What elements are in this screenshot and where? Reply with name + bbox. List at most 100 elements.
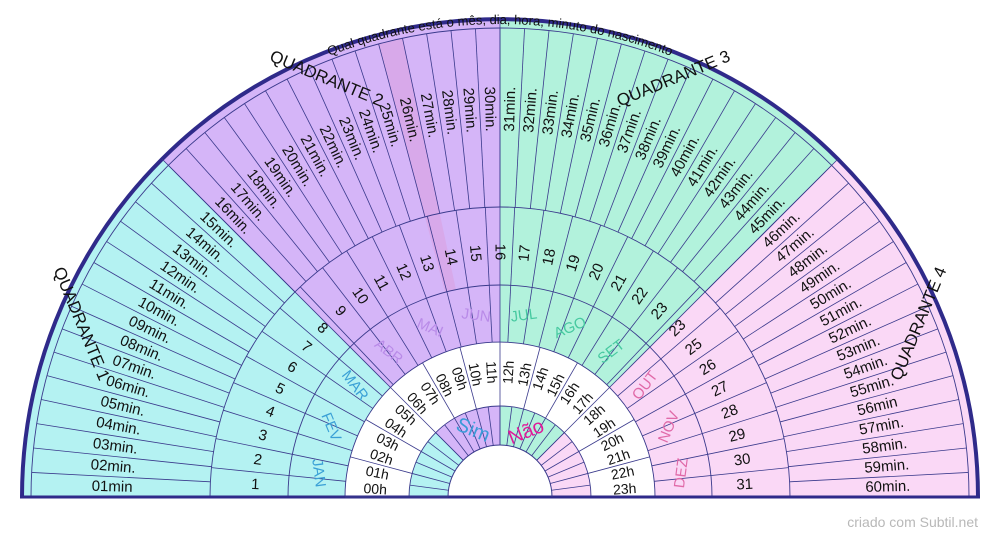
hour-fill-q2: [435, 406, 500, 461]
minute-divider: [783, 399, 959, 438]
minute-label: 59min.: [864, 456, 910, 476]
minute-divider: [93, 262, 250, 353]
hour-cell-divider: [541, 441, 573, 466]
minute-divider: [657, 103, 756, 255]
minute-divider: [53, 351, 225, 408]
month-divider: [459, 347, 477, 410]
hour-label: 14h: [529, 365, 552, 392]
day-divider: [642, 382, 767, 437]
minute-divider: [644, 90, 735, 247]
minute-divider: [244, 103, 343, 255]
day-divider: [581, 250, 654, 366]
minute-divider: [286, 78, 369, 239]
minute-divider: [31, 472, 211, 483]
credit-text: criado com Subtil.net: [847, 514, 978, 530]
minute-divider: [378, 43, 426, 217]
hour-cell-divider: [551, 484, 591, 491]
minute-divider: [758, 283, 919, 366]
month-label: JAN: [308, 458, 329, 488]
minute-label: 02min.: [90, 456, 136, 476]
hour-cell-divider: [415, 461, 453, 478]
minute-divider: [559, 38, 598, 214]
day-divider: [211, 467, 346, 482]
minute-divider: [46, 375, 220, 423]
hour-cell-divider: [547, 461, 585, 478]
day-divider: [233, 382, 358, 437]
day-divider: [371, 236, 433, 359]
hour-cell-divider: [444, 424, 469, 456]
day-divider: [507, 207, 516, 343]
hour-label: 13h: [514, 361, 534, 387]
minute-divider: [704, 165, 832, 293]
dial-shapes: [20, 17, 980, 499]
minute-divider: [71, 305, 236, 380]
day-label: 21: [607, 271, 630, 294]
minute-label: 03min.: [92, 435, 139, 458]
hour-fill-q1: [409, 432, 464, 497]
minute-divider: [780, 375, 954, 423]
day-divider: [246, 355, 365, 423]
hour-cell-divider: [427, 441, 459, 466]
day-divider: [626, 331, 739, 409]
minute-divider: [788, 447, 967, 468]
month-divider: [578, 419, 635, 452]
minute-divider: [33, 447, 212, 468]
day-divider: [322, 267, 406, 375]
day-divider: [523, 210, 545, 344]
minute-label: 33min.: [539, 89, 562, 136]
minute-divider: [168, 165, 296, 293]
minute-divider: [308, 68, 383, 233]
month-divider: [523, 347, 541, 410]
day-divider: [553, 224, 602, 352]
minute-label: 01min: [91, 478, 132, 496]
minute-divider: [81, 283, 242, 366]
minute-divider: [331, 59, 397, 227]
minute-divider: [204, 132, 318, 272]
day-divider: [455, 210, 477, 344]
hour-label: 10h: [465, 361, 485, 387]
month-ring: [345, 342, 655, 497]
day-label: 25: [682, 335, 706, 359]
day-label: 14: [441, 247, 461, 267]
minute-divider: [786, 423, 964, 453]
minute-divider: [715, 182, 849, 304]
minute-divider: [764, 305, 929, 380]
hour-cell-divider: [420, 451, 456, 472]
day-divider: [617, 307, 721, 397]
minute-divider: [789, 472, 969, 483]
minute-divider: [574, 43, 622, 217]
hour-label: 02h: [368, 445, 395, 468]
hour-cell-divider: [435, 432, 464, 461]
minute-label: 29min.: [459, 87, 479, 133]
day-divider: [215, 438, 349, 467]
day-label: 31: [736, 476, 754, 494]
minute-divider: [725, 201, 865, 315]
month-label: DEZ: [671, 457, 692, 489]
month-divider: [422, 362, 455, 419]
minute-divider: [402, 38, 441, 214]
day-label: 2: [252, 451, 263, 469]
day-divider: [484, 207, 493, 343]
month-divider: [587, 456, 650, 474]
day-divider: [261, 331, 374, 409]
hour-cell-divider: [409, 484, 449, 491]
day-label: 22: [628, 284, 651, 307]
day-divider: [538, 216, 574, 348]
minute-divider: [617, 68, 692, 233]
minute-divider: [589, 50, 646, 222]
day-label: 16: [492, 244, 509, 261]
minute-label: 60min.: [865, 478, 910, 496]
hour-fill-q3: [500, 406, 565, 461]
quadrant-fill-3: [500, 19, 838, 388]
minute-divider: [631, 78, 714, 239]
day-label: 11: [370, 272, 392, 294]
minute-divider: [450, 30, 471, 209]
minute-divider: [106, 241, 258, 340]
minute-divider: [770, 328, 938, 394]
day-label: 10: [348, 284, 371, 307]
minute-divider: [265, 90, 356, 247]
hour-cell-divider: [464, 412, 481, 450]
day-divider: [651, 438, 785, 467]
day-label: 12: [392, 261, 414, 283]
minute-divider: [603, 59, 669, 227]
